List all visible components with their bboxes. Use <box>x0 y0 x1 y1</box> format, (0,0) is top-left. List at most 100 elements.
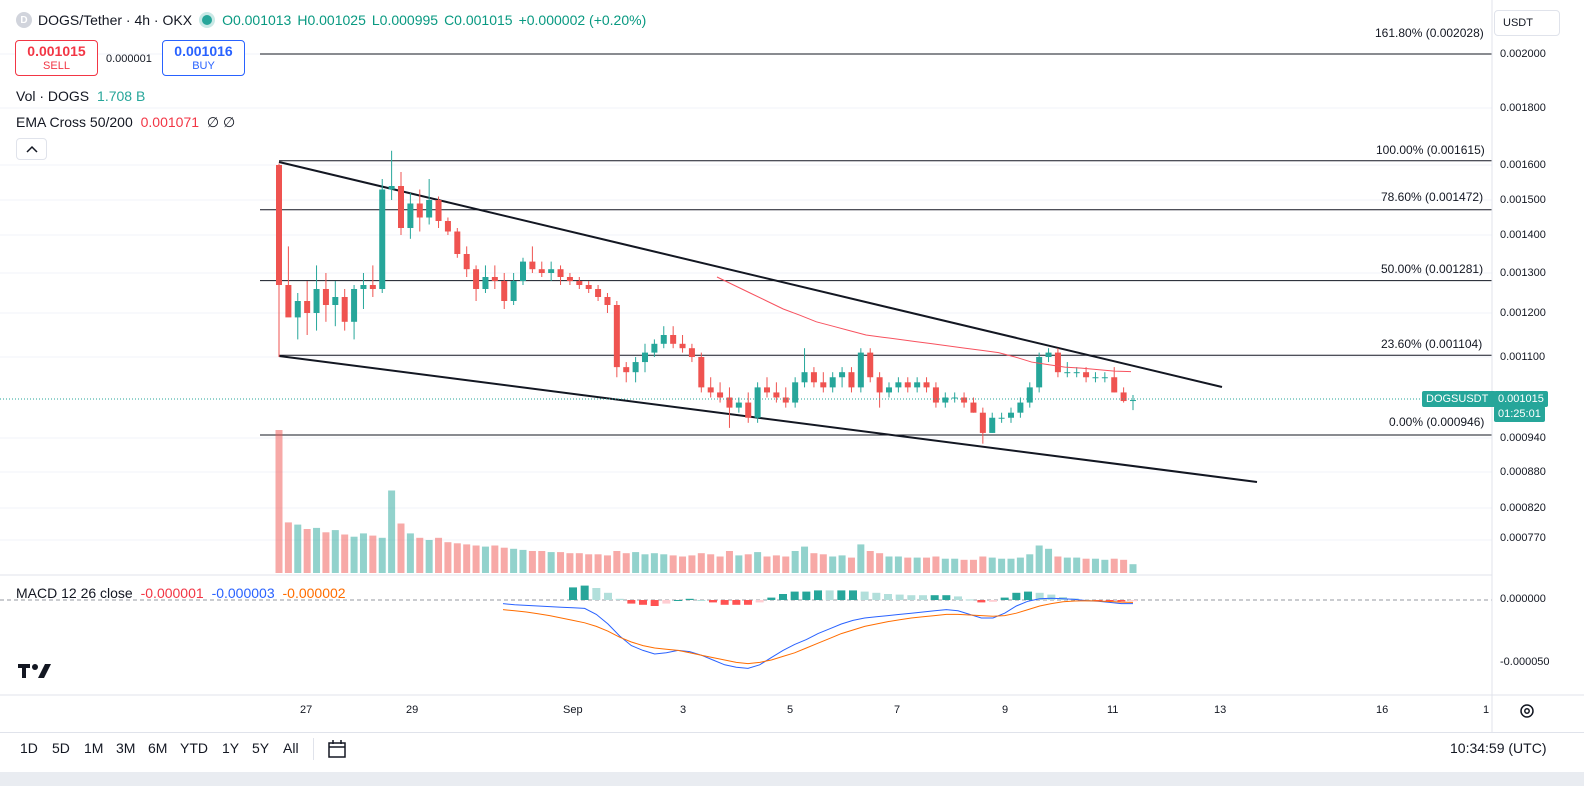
symbol-logo-icon: D <box>16 12 32 28</box>
volume-bar <box>284 522 292 573</box>
macd-hist-bar <box>849 590 857 600</box>
candle-body <box>407 203 414 228</box>
volume-value: 1.708 B <box>97 88 146 104</box>
price-tick: 0.000880 <box>1500 466 1546 478</box>
range-1y-button[interactable]: 1Y <box>222 740 240 756</box>
candle-body <box>989 417 996 433</box>
candle-body <box>670 335 677 344</box>
candle-body <box>585 285 592 289</box>
volume-bar <box>1016 557 1024 573</box>
candle-body <box>726 397 733 408</box>
volume-bar <box>988 557 996 573</box>
settings-gear-icon[interactable] <box>1518 702 1536 725</box>
candle-body <box>501 281 508 301</box>
volume-bar <box>735 555 743 573</box>
upper-trendline <box>278 161 1223 388</box>
candle-body <box>595 289 602 297</box>
ema-label: EMA Cross 50/200 <box>16 114 133 130</box>
macd-hist-bar <box>1035 592 1044 600</box>
ohlc-values: O0.001013 H0.001025 L0.000995 C0.001015 … <box>222 12 646 28</box>
volume-bar <box>453 543 461 573</box>
price-tick: 0.002000 <box>1500 48 1546 60</box>
range-3m-button[interactable]: 3M <box>116 740 136 756</box>
volume-bar <box>463 544 471 573</box>
candle-body <box>688 348 695 357</box>
volume-bar <box>819 554 827 573</box>
range-all-button[interactable]: All <box>283 740 299 756</box>
volume-bar <box>359 533 367 573</box>
candle-body <box>867 352 874 378</box>
candle-body <box>754 387 761 418</box>
volume-bar <box>932 556 940 573</box>
volume-bar <box>622 553 630 573</box>
macd-hist-bar <box>790 591 799 600</box>
range-1m-button[interactable]: 1M <box>84 740 104 756</box>
volume-bar <box>679 556 687 573</box>
range-6m-button[interactable]: 6M <box>148 740 168 756</box>
candle-body <box>876 377 883 393</box>
volume-bar <box>519 549 527 573</box>
ema-legend[interactable]: EMA Cross 50/200 0.001071 ∅ ∅ <box>16 114 235 131</box>
price-tick: 0.000820 <box>1500 502 1546 514</box>
symbol-title[interactable]: DOGS/Tether · 4h · OKX <box>38 12 193 28</box>
macd-hist-bar <box>802 591 811 600</box>
volume-bar <box>688 555 696 573</box>
candle-body <box>998 417 1005 419</box>
sell-button[interactable]: 0.001015 SELL <box>15 40 98 76</box>
volume-bar <box>801 546 809 573</box>
candle-body <box>979 412 986 433</box>
candle-body <box>932 387 939 403</box>
volume-label: Vol · DOGS <box>16 88 90 104</box>
macd-hist-bar <box>884 594 892 600</box>
range-5y-button[interactable]: 5Y <box>252 740 270 756</box>
range-5d-button[interactable]: 5D <box>52 740 70 756</box>
volume-bar <box>388 490 396 573</box>
volume-bar <box>594 554 602 573</box>
macd-legend[interactable]: MACD 12 26 close -0.000001 -0.000003 -0.… <box>16 585 346 601</box>
candle-body <box>332 297 339 305</box>
macd-histogram <box>569 585 1137 606</box>
macd-hist-bar <box>919 595 927 600</box>
macd-hist-bar <box>837 590 846 600</box>
volume-bar <box>1101 559 1109 573</box>
candle-body <box>810 372 817 383</box>
macd-hist-bar <box>592 588 601 600</box>
buy-button[interactable]: 0.001016 BUY <box>162 40 245 76</box>
ohlc-high: H0.001025 <box>297 12 366 28</box>
price-tick: 0.001500 <box>1500 194 1546 206</box>
volume-bar <box>969 559 977 573</box>
volume-bar <box>341 534 349 573</box>
time-tick: 5 <box>787 704 794 716</box>
volume-bar <box>416 537 424 573</box>
candle-body <box>717 392 724 398</box>
volume-bar <box>472 545 480 573</box>
candle-body <box>679 343 686 349</box>
volume-bar <box>603 555 611 573</box>
date-range-button[interactable] <box>327 738 349 765</box>
volume-bar <box>707 554 715 573</box>
volume-bar <box>923 557 931 573</box>
range-ytd-button[interactable]: YTD <box>180 740 208 756</box>
macd-hist-bar <box>1105 600 1114 601</box>
range-1d-button[interactable]: 1D <box>20 740 38 756</box>
tradingview-logo[interactable] <box>18 662 54 686</box>
volume-bar <box>491 545 499 573</box>
collapse-legend-button[interactable] <box>16 138 47 160</box>
currency-select[interactable]: USDT <box>1494 10 1560 36</box>
volume-bar <box>791 551 799 573</box>
symbol-price-badge: DOGSUSDT <box>1422 391 1496 407</box>
clock-utc[interactable]: 10:34:59 (UTC) <box>1450 740 1547 756</box>
volume-legend[interactable]: Vol · DOGS 1.708 B <box>16 88 145 104</box>
candle-body <box>510 281 517 301</box>
ema-value: 0.001071 <box>140 114 200 130</box>
candle-body <box>576 281 583 285</box>
symbol-legend[interactable]: D DOGS/Tether · 4h · OKX O0.001013 H0.00… <box>16 12 646 28</box>
candle-body <box>482 277 489 289</box>
volume-bar <box>406 533 414 573</box>
spread-value: 0.000001 <box>106 53 152 65</box>
volume-bar <box>350 536 358 573</box>
fib-label: 23.60% (0.001104) <box>1381 337 1483 351</box>
volume-bar <box>960 559 968 573</box>
candle-body <box>923 382 930 388</box>
